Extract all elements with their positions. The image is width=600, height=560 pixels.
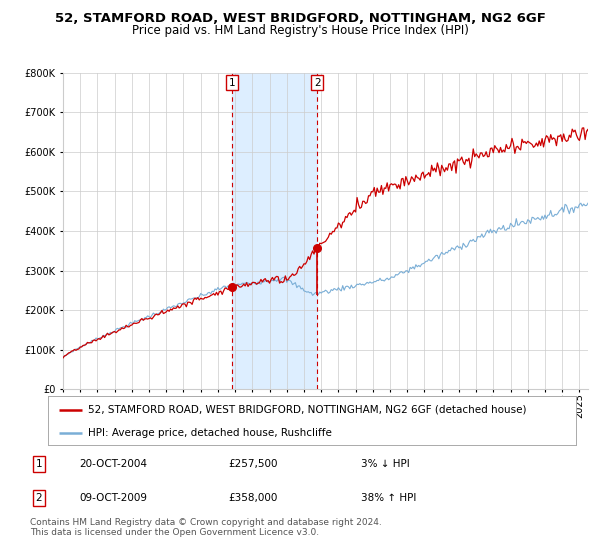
Text: 1: 1 bbox=[229, 77, 235, 87]
Text: £257,500: £257,500 bbox=[229, 459, 278, 469]
Text: 52, STAMFORD ROAD, WEST BRIDGFORD, NOTTINGHAM, NG2 6GF: 52, STAMFORD ROAD, WEST BRIDGFORD, NOTTI… bbox=[55, 12, 545, 25]
Text: HPI: Average price, detached house, Rushcliffe: HPI: Average price, detached house, Rush… bbox=[88, 428, 331, 438]
Text: 09-OCT-2009: 09-OCT-2009 bbox=[80, 493, 148, 503]
Text: 3% ↓ HPI: 3% ↓ HPI bbox=[361, 459, 410, 469]
Text: £358,000: £358,000 bbox=[229, 493, 278, 503]
Text: 38% ↑ HPI: 38% ↑ HPI bbox=[361, 493, 416, 503]
Text: 1: 1 bbox=[35, 459, 42, 469]
Text: 52, STAMFORD ROAD, WEST BRIDGFORD, NOTTINGHAM, NG2 6GF (detached house): 52, STAMFORD ROAD, WEST BRIDGFORD, NOTTI… bbox=[88, 405, 526, 415]
Text: 2: 2 bbox=[35, 493, 42, 503]
Text: 20-OCT-2004: 20-OCT-2004 bbox=[80, 459, 148, 469]
Text: Price paid vs. HM Land Registry's House Price Index (HPI): Price paid vs. HM Land Registry's House … bbox=[131, 24, 469, 36]
Text: Contains HM Land Registry data © Crown copyright and database right 2024.
This d: Contains HM Land Registry data © Crown c… bbox=[30, 518, 382, 538]
Text: 2: 2 bbox=[314, 77, 321, 87]
Bar bbox=[232, 73, 317, 389]
